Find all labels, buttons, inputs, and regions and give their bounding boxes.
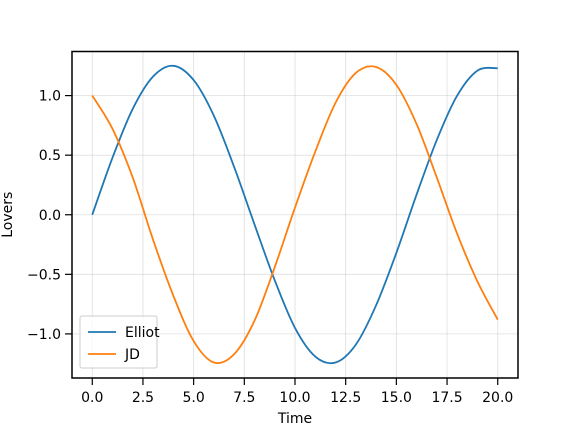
- x-tick-label: 0.0: [81, 390, 103, 406]
- y-tick-label: −0.5: [27, 267, 61, 283]
- x-axis-label: Time: [277, 411, 312, 427]
- x-tick-label: 2.5: [132, 390, 154, 406]
- x-tick-label: 12.5: [330, 390, 361, 406]
- y-tick-label: 1.0: [39, 89, 61, 105]
- x-tick-label: 10.0: [279, 390, 310, 406]
- x-tick-label: 5.0: [183, 390, 205, 406]
- x-tick-label: 15.0: [381, 390, 412, 406]
- legend: Elliot JD: [80, 316, 160, 368]
- y-tick-label: 0.0: [39, 208, 61, 224]
- x-tick-label: 20.0: [482, 390, 513, 406]
- x-tick-label: 17.5: [431, 390, 462, 406]
- x-tick-label: 7.5: [233, 390, 255, 406]
- y-axis-label: Lovers: [0, 192, 16, 238]
- legend-box: [80, 316, 157, 368]
- legend-label-jd: JD: [124, 347, 140, 363]
- y-tick-label: −1.0: [27, 327, 61, 343]
- legend-label-elliot: Elliot: [125, 325, 160, 341]
- y-tick-label: 0.5: [39, 148, 61, 164]
